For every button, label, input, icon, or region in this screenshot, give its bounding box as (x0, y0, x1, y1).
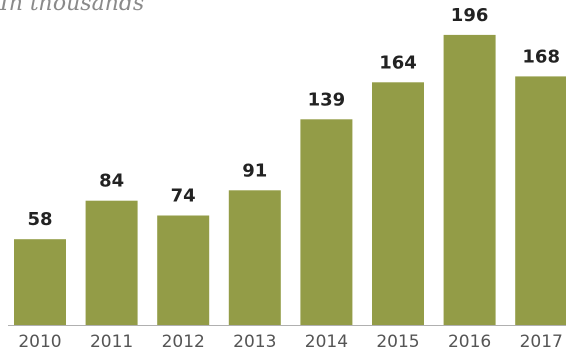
x-tick-label-2012: 2012 (162, 332, 205, 352)
x-tick-label-2010: 2010 (18, 332, 61, 352)
bar-2016 (443, 34, 496, 326)
bar-2015 (372, 82, 424, 325)
value-label-2017: 168 (522, 46, 560, 67)
x-tick-label-2011: 2011 (90, 332, 133, 352)
x-tick-label-2017: 2017 (520, 332, 563, 352)
bar-2013 (228, 190, 281, 325)
value-label-2013: 91 (242, 160, 267, 181)
bar-2010 (14, 239, 66, 325)
value-label-2012: 74 (171, 186, 196, 207)
value-label-2015: 164 (379, 52, 417, 73)
value-label-2010: 58 (27, 209, 52, 230)
value-label-2014: 139 (308, 89, 346, 110)
x-tick-label-2015: 2015 (376, 332, 419, 352)
x-tick-label-2014: 2014 (305, 332, 348, 352)
bar-2011 (85, 200, 138, 325)
bar-2014 (300, 119, 353, 325)
bar-2017 (515, 76, 566, 326)
chart-subtitle: In thousands (0, 0, 145, 16)
bar-2012 (157, 215, 210, 325)
x-tick-label-2016: 2016 (448, 332, 491, 352)
value-label-2011: 84 (99, 171, 124, 192)
value-label-2016: 196 (451, 5, 489, 26)
x-tick-label-2013: 2013 (233, 332, 276, 352)
